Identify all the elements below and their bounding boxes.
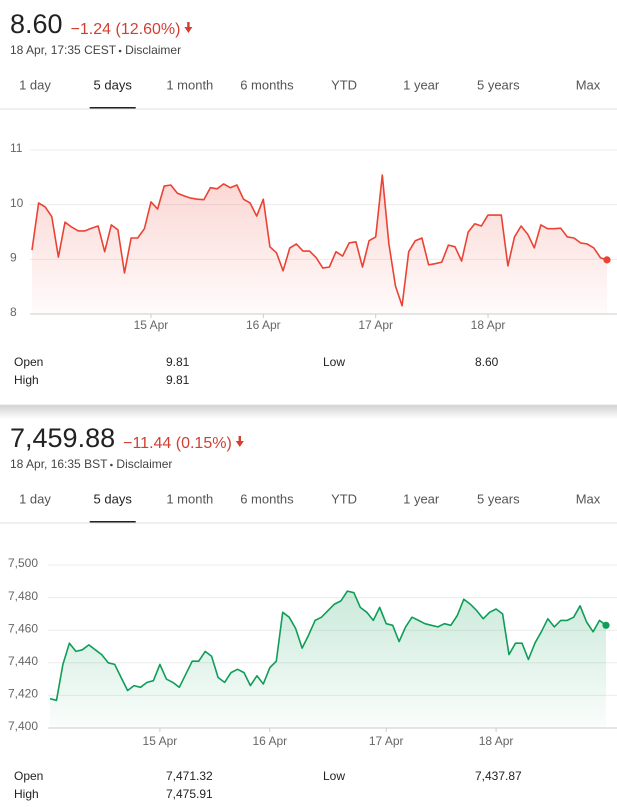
area — [32, 175, 607, 314]
last-point — [602, 621, 610, 629]
range-tab[interactable]: 6 months — [240, 77, 294, 92]
stat-label: Open — [14, 769, 43, 783]
stat-value: 7,475.91 — [166, 787, 213, 801]
range-tab[interactable]: 1 day — [19, 77, 51, 92]
y-tick-label: 7,500 — [8, 556, 38, 570]
y-tick-label: 7,460 — [8, 621, 38, 635]
card-shadow — [0, 405, 617, 419]
x-tick-label: 18 Apr — [479, 734, 514, 748]
stat-label: High — [14, 787, 39, 801]
range-tab[interactable]: Max — [576, 491, 601, 506]
x-tick-label: 15 Apr — [134, 318, 169, 332]
price: 8.60 — [10, 9, 63, 39]
price-change: −11.44 (0.15%) — [123, 435, 232, 452]
y-tick-label: 7,440 — [8, 654, 38, 668]
price-line — [49, 590, 607, 702]
x-tick-label: 17 Apr — [358, 318, 393, 332]
y-tick-label: 11 — [10, 141, 23, 155]
timestamp: 18 Apr, 16:35 BST — [10, 457, 108, 471]
y-tick-label: 7,400 — [8, 719, 38, 733]
range-tab[interactable]: 1 month — [166, 77, 213, 92]
x-tick-label: 17 Apr — [369, 734, 404, 748]
timestamp: 18 Apr, 17:35 CEST — [10, 43, 117, 57]
area — [50, 591, 606, 728]
price-change: −1.24 (12.60%) — [71, 21, 181, 38]
range-tab[interactable]: Max — [576, 77, 601, 92]
range-tab[interactable]: 5 years — [477, 491, 520, 506]
x-tick-label: 16 Apr — [246, 318, 281, 332]
range-tab[interactable]: 1 year — [403, 491, 440, 506]
range-tab[interactable]: 6 months — [240, 491, 294, 506]
separator-dot — [110, 463, 113, 467]
x-tick-label: 15 Apr — [143, 734, 178, 748]
stat-value: 9.81 — [166, 373, 190, 387]
range-tab[interactable]: YTD — [331, 77, 357, 92]
range-tab[interactable]: 5 days — [94, 77, 133, 92]
active-tab-underline — [89, 521, 136, 523]
x-tick-label: 18 Apr — [471, 318, 506, 332]
range-tab[interactable]: 1 year — [403, 77, 440, 92]
y-tick-label: 10 — [10, 196, 24, 210]
price-line — [31, 174, 608, 307]
last-point — [603, 256, 611, 264]
separator-dot — [118, 49, 122, 53]
range-tab[interactable]: 1 day — [19, 491, 51, 506]
y-tick-label: 7,480 — [8, 589, 38, 603]
stat-label: Low — [323, 769, 345, 783]
x-tick-label: 16 Apr — [252, 734, 287, 748]
stat-label: Open — [14, 355, 43, 369]
down-arrow — [235, 436, 244, 447]
stat-label: High — [14, 373, 39, 387]
range-tab[interactable]: 5 days — [94, 491, 133, 506]
stat-label: Low — [323, 355, 345, 369]
range-tab[interactable]: 1 month — [166, 491, 213, 506]
y-tick-label: 7,420 — [8, 687, 38, 701]
down-arrow — [184, 22, 193, 33]
y-tick-label: 9 — [10, 251, 17, 265]
stat-value: 8.60 — [475, 355, 499, 369]
price: 7,459.88 — [10, 423, 115, 453]
disclaimer-link[interactable]: Disclaimer — [125, 43, 181, 57]
stat-value: 9.81 — [166, 355, 190, 369]
stat-value: 7,471.32 — [166, 769, 213, 783]
active-tab-underline — [89, 107, 136, 109]
y-tick-label: 8 — [10, 305, 17, 319]
range-tab[interactable]: 5 years — [477, 77, 520, 92]
stat-value: 7,437.87 — [475, 769, 522, 783]
range-tab[interactable]: YTD — [331, 491, 357, 506]
disclaimer-link[interactable]: Disclaimer — [116, 457, 172, 471]
